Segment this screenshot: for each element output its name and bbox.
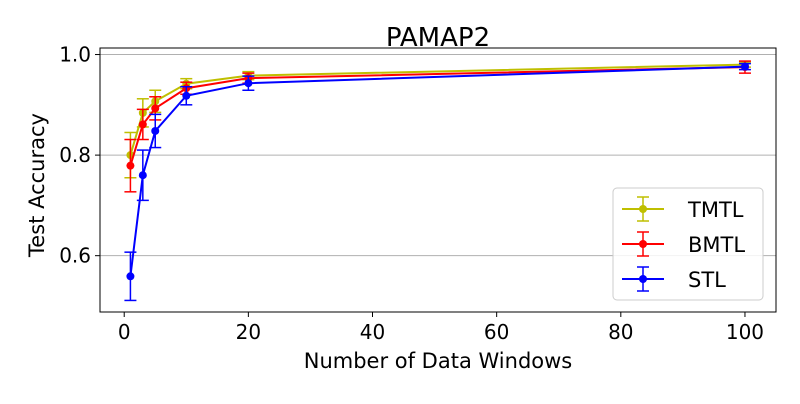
y-tick-label: 0.6 <box>59 244 91 268</box>
x-tick-label: 80 <box>608 320 633 344</box>
stl-point <box>151 126 160 135</box>
chart-title: PAMAP2 <box>386 23 490 53</box>
y-tick-label: 1.0 <box>59 43 91 67</box>
bmtl-line <box>129 66 745 166</box>
stl-point <box>182 91 191 100</box>
x-tick-label: 60 <box>484 320 509 344</box>
y-tick-label: 0.8 <box>59 143 91 167</box>
legend-stl-marker <box>639 275 647 283</box>
y-axis-label: Test Accuracy <box>25 113 49 258</box>
legend-bmtl-marker <box>639 240 647 248</box>
plot-frame <box>99 47 777 313</box>
x-axis-label: Number of Data Windows <box>304 349 573 373</box>
stl-point <box>244 79 253 88</box>
bmtl-point <box>151 104 160 113</box>
x-tick-label: 100 <box>726 320 764 344</box>
legend-bmtl-label: BMTL <box>688 233 745 257</box>
legend-stl-label: STL <box>688 268 726 292</box>
bmtl-point <box>138 120 147 129</box>
series-layer <box>124 60 751 302</box>
legend-tmtl-label: TMTL <box>687 198 744 222</box>
x-tick-label: 20 <box>236 320 261 344</box>
legend-box <box>612 187 764 301</box>
tmtl-line <box>129 63 745 156</box>
x-tick-label: 0 <box>118 320 131 344</box>
x-tick-label: 40 <box>360 320 385 344</box>
axes-layer: 0.6 0.8 1.0 0 20 40 60 80 100 <box>59 43 764 344</box>
stl-point <box>138 171 147 180</box>
legend: TMTL BMTL STL <box>612 187 764 301</box>
stl-point <box>740 62 749 71</box>
stl-point <box>126 272 135 281</box>
stl-line <box>129 65 745 277</box>
legend-tmtl-marker <box>639 205 647 213</box>
bmtl-point <box>126 161 135 170</box>
